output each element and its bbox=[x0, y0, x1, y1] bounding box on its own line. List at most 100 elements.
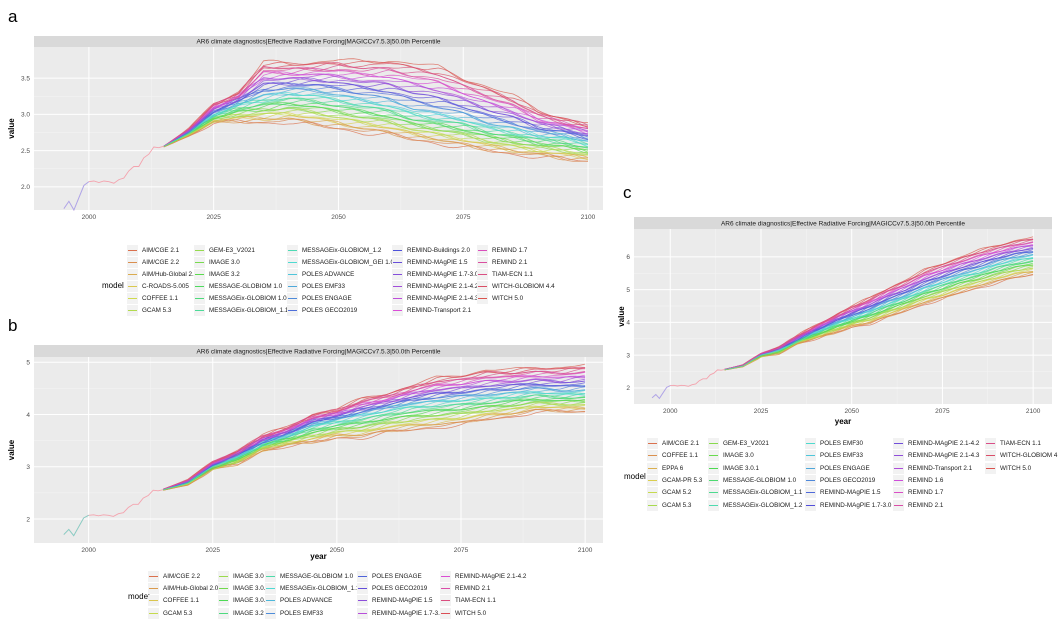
y-tick-label: 4 bbox=[26, 412, 30, 419]
legend-item: MESSAGEix-GLOBIOM_1.1 bbox=[194, 304, 289, 316]
scenario-line bbox=[163, 107, 589, 151]
legend-label: IMAGE 3.0 bbox=[209, 258, 240, 266]
legend-item: REMIND-MAgPIE 2.1-4.2 bbox=[440, 571, 526, 582]
y-tick-label: 2.5 bbox=[21, 148, 30, 155]
legend-label: MESSAGEix-GLOBIOM_1.1 bbox=[209, 306, 289, 314]
legend-key bbox=[708, 462, 719, 474]
legend-key bbox=[287, 245, 298, 256]
legend-key bbox=[647, 499, 658, 511]
y-axis-title: value bbox=[7, 439, 16, 460]
legend-key bbox=[708, 438, 719, 449]
legend-label: IMAGE 3.0.1 bbox=[723, 464, 760, 472]
legend-item: C-ROADS-5.005 bbox=[127, 280, 189, 292]
panel-label-c: c bbox=[623, 183, 632, 202]
legend-key bbox=[287, 256, 298, 268]
legend-key bbox=[477, 292, 488, 304]
legend-label: POLES ENGAGE bbox=[372, 573, 422, 580]
legend-key bbox=[127, 256, 138, 268]
legend-key bbox=[477, 245, 488, 256]
legend-label: WITCH-GLOBIOM 4 bbox=[1000, 452, 1058, 460]
y-axis-title: value bbox=[7, 118, 16, 139]
legend-key bbox=[218, 571, 229, 582]
legend-key bbox=[287, 304, 298, 316]
legend-item: IMAGE 3.0.2 bbox=[218, 595, 269, 607]
legend-key bbox=[148, 595, 159, 607]
legend-item: IMAGE 3.2 bbox=[194, 268, 240, 280]
legend-key bbox=[194, 245, 205, 256]
legend-key bbox=[127, 280, 138, 292]
scenario-line bbox=[163, 107, 589, 154]
legend-label: POLES EMF30 bbox=[820, 440, 864, 447]
legend-item: POLES EMF30 bbox=[805, 438, 863, 449]
legend-item: REMIND-MAgPIE 1.5 bbox=[357, 595, 433, 607]
scenario-line bbox=[724, 256, 1034, 370]
legend-item: REMIND-MAgPIE 1.7-3.0 bbox=[357, 607, 443, 619]
legend-key bbox=[392, 268, 403, 280]
scenario-line bbox=[163, 81, 589, 147]
legend-item: GEM-E3_V2021 bbox=[194, 245, 255, 256]
legend-key bbox=[440, 607, 451, 619]
historical-early-line bbox=[651, 385, 671, 400]
legend-label: REMIND-MAgPIE 1.5 bbox=[372, 597, 433, 605]
x-axis-title: year bbox=[310, 552, 326, 561]
scenario-line bbox=[162, 375, 586, 490]
legend-item: IMAGE 3.0.1 bbox=[218, 583, 269, 595]
y-tick-label: 3.0 bbox=[21, 112, 30, 119]
legend-item: REMIND-MAgPIE 2.1-4.3 bbox=[392, 292, 478, 304]
legend-label: REMIND-Transport 2.1 bbox=[407, 306, 472, 314]
legend-label: MESSAGE-GLOBIOM 1.0 bbox=[280, 573, 354, 580]
legend-label: REMIND-MAgPIE 1.5 bbox=[407, 258, 468, 266]
legend-item: MESSAGEix-GLOBIOM_1.2 bbox=[708, 499, 802, 511]
legend-label: WITCH 5.0 bbox=[455, 609, 487, 617]
legend-label: COFFEE 1.1 bbox=[662, 452, 699, 460]
scenario-line bbox=[162, 392, 586, 491]
legend-title: model bbox=[102, 281, 124, 290]
scenario-line bbox=[163, 118, 589, 162]
scenario-line bbox=[163, 75, 589, 147]
legend-item: POLES ENGAGE bbox=[287, 292, 352, 304]
legend-key bbox=[357, 607, 368, 619]
legend-key bbox=[127, 304, 138, 316]
legend-item: MESSAGE-GLOBIOM 1.0 bbox=[708, 474, 796, 486]
legend-item: REMIND-MAgPIE 2.1-4.3 bbox=[893, 450, 979, 462]
legend-item: EPPA 6 bbox=[647, 462, 683, 474]
legend-label: POLES EMF33 bbox=[280, 609, 324, 617]
legend-key bbox=[148, 571, 159, 582]
scenario-line bbox=[163, 64, 589, 147]
legend-item: AIM/CGE 2.1 bbox=[647, 438, 699, 449]
legend-item: GCAM 5.3 bbox=[127, 304, 171, 316]
legend-item: MESSAGEix-GLOBIOM_1.1 bbox=[265, 583, 359, 595]
legend-key bbox=[985, 450, 996, 462]
legend-key bbox=[708, 450, 719, 462]
legend-label: REMIND 1.7 bbox=[908, 489, 944, 497]
legend-item: POLES ADVANCE bbox=[265, 595, 332, 607]
legend-label: COFFEE 1.1 bbox=[142, 294, 179, 302]
legend-label: REMIND-MAgPIE 1.7-3.0 bbox=[407, 270, 479, 278]
legend-key bbox=[127, 268, 138, 280]
legend-item: IMAGE 3.0 bbox=[194, 256, 240, 268]
legend-item: REMIND 2.1 bbox=[477, 256, 527, 268]
legend-item: IMAGE 3.0 bbox=[218, 571, 264, 582]
legend-key bbox=[647, 474, 658, 486]
scenario-line bbox=[163, 408, 586, 491]
legend-key bbox=[265, 607, 276, 619]
legend-key bbox=[218, 583, 229, 595]
x-tick-label: 2075 bbox=[935, 408, 950, 415]
y-tick-label: 5 bbox=[626, 287, 630, 294]
legend-key bbox=[893, 462, 904, 474]
scenario-line bbox=[162, 383, 586, 490]
y-axis-title: value bbox=[617, 306, 626, 327]
scenario-line bbox=[162, 384, 586, 490]
legend-item: POLES EMF33 bbox=[265, 607, 324, 619]
scenario-line bbox=[724, 251, 1034, 370]
legend-item: REMIND-MAgPIE 1.7-3.0 bbox=[392, 268, 479, 280]
legend-label: POLES GECO2019 bbox=[820, 476, 876, 484]
legend-label: GCAM 5.2 bbox=[662, 489, 692, 497]
plot-background bbox=[34, 357, 603, 543]
x-tick-label: 2000 bbox=[663, 408, 678, 415]
legend-key bbox=[194, 304, 205, 316]
y-tick-label: 2 bbox=[626, 385, 630, 392]
legend-key bbox=[218, 595, 229, 607]
scenario-line bbox=[163, 99, 589, 149]
panel-label-a: a bbox=[8, 7, 18, 26]
